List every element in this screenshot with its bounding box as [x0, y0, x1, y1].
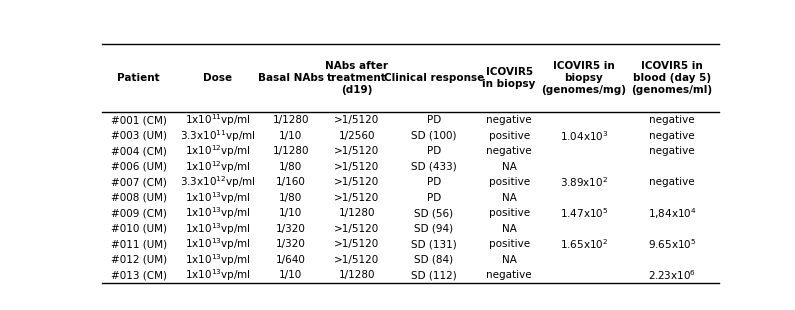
Text: negative: negative	[650, 131, 695, 141]
Text: #009 (CM): #009 (CM)	[111, 208, 167, 218]
Text: ICOVIR5
in biopsy: ICOVIR5 in biopsy	[483, 67, 536, 89]
Text: 1x10$^{13}$vp/ml: 1x10$^{13}$vp/ml	[184, 252, 250, 268]
Text: 1/80: 1/80	[279, 162, 302, 172]
Text: #001 (CM): #001 (CM)	[111, 115, 167, 125]
Text: #003 (UM): #003 (UM)	[111, 131, 167, 141]
Text: 1/10: 1/10	[279, 270, 302, 280]
Text: negative: negative	[650, 146, 695, 156]
Text: 1/1280: 1/1280	[339, 208, 375, 218]
Text: SD (84): SD (84)	[414, 255, 453, 265]
Text: 1/320: 1/320	[276, 239, 305, 249]
Text: 1.47x10$^{5}$: 1.47x10$^{5}$	[560, 206, 608, 220]
Text: 1x10$^{12}$vp/ml: 1x10$^{12}$vp/ml	[184, 143, 250, 159]
Text: 1x10$^{13}$vp/ml: 1x10$^{13}$vp/ml	[184, 205, 250, 221]
Text: 1x10$^{13}$vp/ml: 1x10$^{13}$vp/ml	[184, 268, 250, 283]
Text: 1/80: 1/80	[279, 193, 302, 203]
Text: #007 (CM): #007 (CM)	[111, 177, 167, 187]
Text: #004 (CM): #004 (CM)	[111, 146, 167, 156]
Text: negative: negative	[487, 146, 532, 156]
Text: >1/5120: >1/5120	[334, 239, 379, 249]
Text: NA: NA	[502, 162, 517, 172]
Text: negative: negative	[487, 115, 532, 125]
Text: 1x10$^{13}$vp/ml: 1x10$^{13}$vp/ml	[184, 236, 250, 252]
Text: SD (112): SD (112)	[411, 270, 457, 280]
Text: >1/5120: >1/5120	[334, 115, 379, 125]
Text: SD (56): SD (56)	[414, 208, 453, 218]
Text: 1/1280: 1/1280	[273, 146, 309, 156]
Text: PD: PD	[427, 115, 441, 125]
Text: SD (94): SD (94)	[414, 224, 453, 234]
Text: 1.04x10$^{3}$: 1.04x10$^{3}$	[560, 129, 608, 143]
Text: positive: positive	[489, 131, 529, 141]
Text: 1x10$^{12}$vp/ml: 1x10$^{12}$vp/ml	[184, 159, 250, 175]
Text: ICOVIR5 in
blood (day 5)
(genomes/ml): ICOVIR5 in blood (day 5) (genomes/ml)	[631, 61, 712, 95]
Text: 1x10$^{11}$vp/ml: 1x10$^{11}$vp/ml	[184, 112, 250, 128]
Text: 1x10$^{13}$vp/ml: 1x10$^{13}$vp/ml	[184, 221, 250, 237]
Text: >1/5120: >1/5120	[334, 224, 379, 234]
Text: 1/160: 1/160	[276, 177, 305, 187]
Text: SD (433): SD (433)	[411, 162, 457, 172]
Text: 9.65x10$^{5}$: 9.65x10$^{5}$	[648, 237, 696, 251]
Text: 3.3x10$^{11}$vp/ml: 3.3x10$^{11}$vp/ml	[180, 128, 255, 144]
Text: NA: NA	[502, 255, 517, 265]
Text: 3.89x10$^{2}$: 3.89x10$^{2}$	[560, 175, 608, 189]
Text: #008 (UM): #008 (UM)	[111, 193, 167, 203]
Text: >1/5120: >1/5120	[334, 193, 379, 203]
Text: ICOVIR5 in
biopsy
(genomes/mg): ICOVIR5 in biopsy (genomes/mg)	[541, 61, 626, 95]
Text: PD: PD	[427, 177, 441, 187]
Text: 1/10: 1/10	[279, 208, 302, 218]
Text: 1x10$^{13}$vp/ml: 1x10$^{13}$vp/ml	[184, 190, 250, 206]
Text: 1.65x10$^{2}$: 1.65x10$^{2}$	[560, 237, 608, 251]
Text: NA: NA	[502, 224, 517, 234]
Text: Dose: Dose	[203, 73, 232, 83]
Text: positive: positive	[489, 239, 529, 249]
Text: NAbs after
treatment
(d19): NAbs after treatment (d19)	[325, 61, 388, 95]
Text: negative: negative	[650, 177, 695, 187]
Text: Patient: Patient	[118, 73, 160, 83]
Text: #011 (UM): #011 (UM)	[111, 239, 167, 249]
Text: 1/2560: 1/2560	[339, 131, 375, 141]
Text: PD: PD	[427, 146, 441, 156]
Text: negative: negative	[487, 270, 532, 280]
Text: 1/320: 1/320	[276, 224, 305, 234]
Text: PD: PD	[427, 193, 441, 203]
Text: 1/640: 1/640	[276, 255, 305, 265]
Text: #013 (CM): #013 (CM)	[111, 270, 167, 280]
Text: positive: positive	[489, 208, 529, 218]
Text: 3.3x10$^{12}$vp/ml: 3.3x10$^{12}$vp/ml	[180, 174, 255, 190]
Text: NA: NA	[502, 193, 517, 203]
Text: 1/1280: 1/1280	[339, 270, 375, 280]
Text: 1/1280: 1/1280	[273, 115, 309, 125]
Text: >1/5120: >1/5120	[334, 162, 379, 172]
Text: 1/10: 1/10	[279, 131, 302, 141]
Text: #006 (UM): #006 (UM)	[111, 162, 167, 172]
Text: negative: negative	[650, 115, 695, 125]
Text: 2.23x10$^{6}$: 2.23x10$^{6}$	[648, 268, 696, 282]
Text: #010 (UM): #010 (UM)	[111, 224, 167, 234]
Text: >1/5120: >1/5120	[334, 146, 379, 156]
Text: Basal NAbs: Basal NAbs	[258, 73, 324, 83]
Text: positive: positive	[489, 177, 529, 187]
Text: 1,84x10$^{4}$: 1,84x10$^{4}$	[648, 206, 696, 221]
Text: >1/5120: >1/5120	[334, 177, 379, 187]
Text: SD (131): SD (131)	[411, 239, 457, 249]
Text: >1/5120: >1/5120	[334, 255, 379, 265]
Text: Clinical response: Clinical response	[384, 73, 484, 83]
Text: SD (100): SD (100)	[411, 131, 456, 141]
Text: #012 (UM): #012 (UM)	[111, 255, 167, 265]
